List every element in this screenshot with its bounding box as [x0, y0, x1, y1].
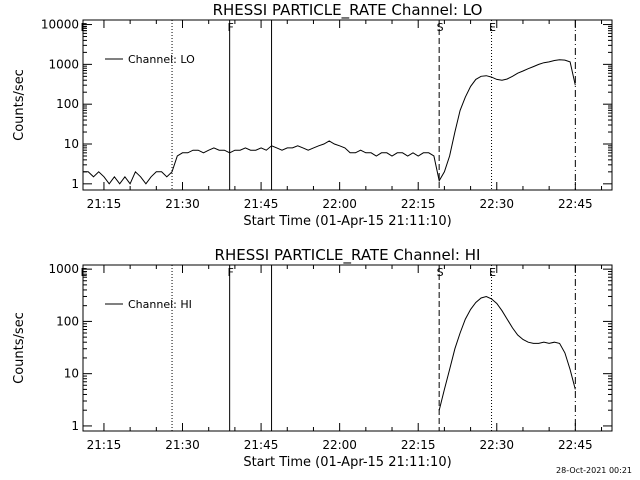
y-tick-label: 100 [56, 314, 79, 328]
x-tick-label: 21:15 [87, 438, 122, 452]
event-marker-label: S [437, 21, 444, 34]
x-tick-label: 22:00 [322, 197, 357, 211]
plot-frame [82, 264, 613, 432]
y-tick-label: 10 [64, 137, 79, 151]
x-tick-label: 21:45 [244, 197, 279, 211]
legend-label: Channel: LO [128, 53, 195, 66]
y-tick-label: 100 [56, 97, 79, 111]
y-axis-label: Counts/sec [12, 69, 27, 141]
y-tick-label: 10000 [41, 18, 79, 32]
panel-lo: RHESSI PARTICLE_RATE Channel: LO 21:15 21:… [12, 1, 613, 229]
event-marker-label: E [489, 21, 496, 34]
y-tick-label: 1 [71, 177, 79, 191]
x-tick-label: 22:15 [401, 197, 436, 211]
panel-hi: RHESSI PARTICLE_RATE Channel: HI 21:15 21:… [12, 246, 613, 470]
y-tick-label: 1000 [48, 262, 79, 276]
x-tick-label: 21:15 [87, 197, 122, 211]
chart-title: RHESSI PARTICLE_RATE Channel: HI [215, 246, 481, 265]
event-marker-label: S [437, 266, 444, 279]
event-marker-label: F [227, 21, 233, 34]
x-tick-label: 22:15 [401, 438, 436, 452]
x-tick-label: 22:00 [322, 438, 357, 452]
x-tick-label: 21:30 [165, 438, 200, 452]
x-tick-label: 21:30 [165, 197, 200, 211]
x-axis-label: Start Time (01-Apr-15 21:11:10) [243, 455, 451, 470]
series-line [83, 59, 576, 185]
event-marker-label: E [81, 266, 88, 279]
event-marker-label: E [489, 266, 496, 279]
chart-title: RHESSI PARTICLE_RATE Channel: LO [213, 1, 483, 20]
legend-label: Channel: HI [128, 298, 192, 311]
footer-timestamp: 28-Oct-2021 00:21 [556, 466, 632, 475]
x-tick-label: 22:30 [479, 438, 514, 452]
y-tick-label: 10 [64, 367, 79, 381]
x-tick-label: 21:45 [244, 438, 279, 452]
y-tick-label: 1 [71, 419, 79, 433]
x-axis-label: Start Time (01-Apr-15 21:11:10) [243, 214, 451, 229]
plot-frame [82, 19, 613, 191]
y-tick-label: 1000 [48, 57, 79, 71]
x-tick-label: 22:45 [558, 438, 593, 452]
x-tick-label: 22:30 [479, 197, 514, 211]
series-line [438, 295, 576, 411]
x-tick-label: 22:45 [558, 197, 593, 211]
event-marker-label: E [81, 21, 88, 34]
event-marker-label: F [227, 266, 233, 279]
y-axis-label: Counts/sec [12, 312, 27, 384]
